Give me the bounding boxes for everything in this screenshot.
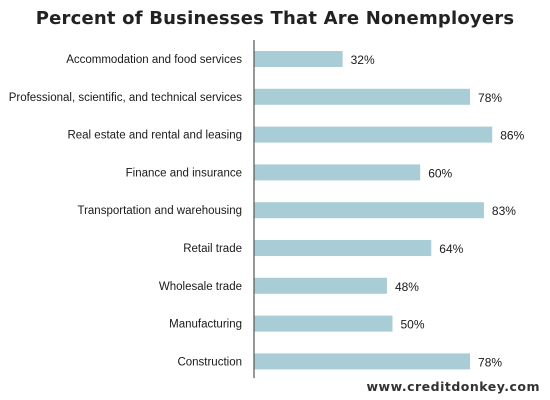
bar	[254, 277, 387, 294]
bar	[254, 240, 432, 256]
value-label: 78%	[478, 355, 502, 369]
value-label: 60%	[428, 166, 452, 180]
chart-title: Percent of Businesses That Are Nonemploy…	[35, 8, 515, 29]
category-label: Accommodation and food services	[66, 54, 242, 66]
bar	[254, 51, 343, 67]
category-label: Professional, scientific, and technical …	[9, 92, 243, 104]
category-label: Real estate and rental and leasing	[67, 130, 242, 142]
value-label: 48%	[395, 280, 419, 294]
bar	[254, 202, 484, 219]
value-label: 64%	[439, 242, 463, 256]
bar	[254, 126, 493, 143]
category-label: Transportation and warehousing	[77, 205, 242, 217]
bars-layer	[254, 51, 493, 370]
category-label: Finance and insurance	[126, 167, 242, 179]
watermark: www.creditdonkey.com	[366, 379, 540, 394]
bar	[254, 164, 421, 181]
bar	[254, 315, 393, 332]
value-label: 86%	[500, 129, 524, 143]
value-label: 78%	[478, 91, 502, 105]
bar	[254, 88, 471, 105]
value-label: 32%	[351, 53, 375, 67]
value-label: 50%	[401, 318, 425, 332]
bar	[254, 353, 471, 370]
category-label: Manufacturing	[169, 319, 242, 331]
category-label: Construction	[177, 356, 242, 368]
category-label: Retail trade	[183, 243, 242, 255]
value-labels-layer: 32% 78% 86% 60% 83% 64% 48% 50% 78%	[351, 53, 525, 369]
value-label: 83%	[492, 204, 516, 218]
category-labels-layer: Accommodation and food services Professio…	[9, 54, 243, 368]
category-label: Wholesale trade	[159, 281, 242, 293]
